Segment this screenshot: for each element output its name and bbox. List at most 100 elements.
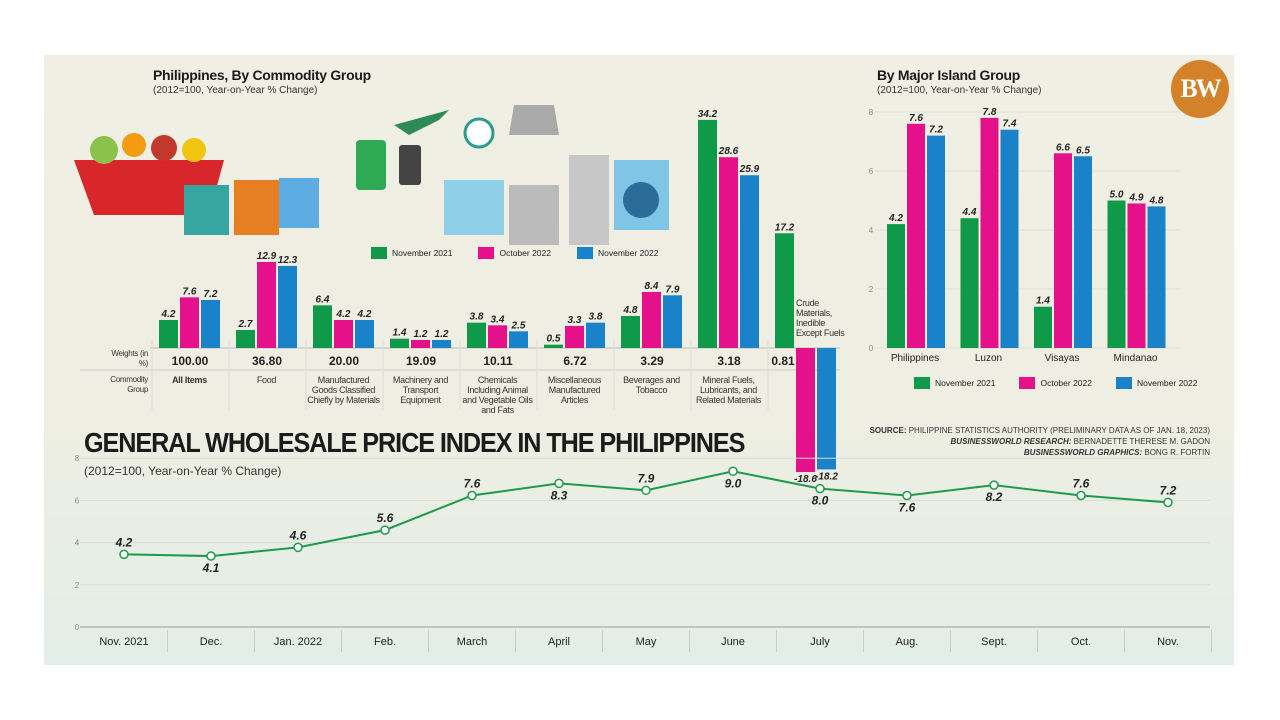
y-tick-label: 0 [75,623,80,632]
weight-value: 36.80 [252,354,282,368]
weight-value: 3.29 [640,354,664,368]
main-title: GENERAL WHOLESALE PRICE INDEX IN THE PHI… [84,427,745,458]
bar [334,319,353,348]
point-value-label: 7.6 [899,501,916,515]
bar-value-label: 17.2 [775,222,795,233]
data-point [119,549,129,560]
bar-value-label: 7.8 [983,107,997,118]
bar-value-label: 12.9 [257,251,277,262]
bar [432,339,451,348]
bar-value-label: 1.4 [1036,296,1050,307]
washer-icon [614,160,669,230]
bar-value-label: 4.2 [161,309,176,320]
legend-swatch [1019,377,1036,389]
bar-value-label: 4.8 [623,305,638,316]
fan-icon [444,180,504,235]
data-point [815,483,825,494]
bar-value-label: 1.4 [393,328,407,339]
legend-swatch [577,247,593,259]
y-tick-label: 0 [869,344,874,353]
bar [960,218,979,348]
x-tick-label: May [636,636,657,648]
bar-value-label: 8.4 [645,281,659,292]
legend-label: November 2021 [392,248,453,258]
bar-value-label: 25.9 [739,164,760,175]
bar-value-label: 1.2 [435,329,449,340]
graphics-label: BUSINESSWORLD GRAPHICS: [1023,448,1143,457]
bar [236,329,255,348]
weight-value: 0.81 [771,354,795,368]
bar [621,315,640,348]
x-tick-label: June [721,636,745,648]
commodity-legend: November 2021 October 2022 November 2022 [371,247,658,259]
bar-value-label: 4.2 [888,213,903,224]
x-tick-label: Jan. 2022 [274,636,322,648]
point-value-label: 7.9 [638,471,655,485]
goods-illustration [74,105,669,245]
x-tick-label: Philippines [891,353,939,364]
data-point [902,490,912,501]
bar [411,339,430,348]
main-subtitle: (2012=100, Year-on-Year % Change) [84,464,282,478]
bar [907,123,925,348]
crude-label: Crude Materials, Inedible Except Fuels [796,298,845,338]
legend-swatch [914,377,930,389]
point-value-label: 8.3 [551,488,568,502]
bar-value-label: -18.6 [794,474,817,485]
bar-value-label: 7.2 [204,289,218,300]
bar-value-label: 7.9 [666,284,680,295]
data-point [467,490,477,501]
data-point [728,466,738,477]
x-tick-label: Visayas [1045,353,1080,364]
bar-value-label: 5.0 [1110,190,1124,201]
plane-icon [394,110,449,135]
y-tick-label: 2 [869,285,874,294]
research-text: BERNADETTE THERESE M. GADON [1073,437,1210,446]
bar-value-label: 34.2 [698,109,718,120]
legend-item: November 2021 [914,377,995,389]
commodity-group-label: Food [256,375,277,385]
bar [390,338,409,348]
bar [586,322,605,348]
legend-label: November 2022 [1137,378,1198,388]
bar [565,325,584,348]
bar-value-label: -18.2 [815,471,838,482]
x-tick-label: Feb. [374,636,396,648]
commodity-group-label: Miscellaneous Manufactured Articles [547,375,602,405]
bar-value-label: 7.6 [909,113,923,124]
point-value-label: 8.2 [986,490,1003,504]
bar-value-label: 4.8 [1149,195,1164,206]
infographic-panel: Philippines, By Commodity Group (2012=10… [44,55,1234,665]
bar-value-label: 4.2 [336,309,351,320]
businessworld-logo: BW [1171,60,1229,118]
bar [278,265,297,348]
research-label: BUSINESSWORLD RESEARCH: [950,437,1072,446]
legend-item: November 2022 [1116,377,1197,389]
bar-value-label: 1.2 [414,329,428,340]
point-value-label: 5.6 [377,511,394,525]
bar [740,175,759,348]
x-tick-label: March [457,636,488,648]
source-credits: SOURCE: PHILIPPINE STATISTICS AUTHORITY … [870,425,1210,458]
bar [1147,206,1166,348]
legend-label: October 2022 [1040,378,1092,388]
phone-icon [399,145,421,185]
island-title: By Major Island Group [877,67,1021,83]
weight-value: 19.09 [406,354,436,368]
bar-value-label: 4.4 [962,207,977,218]
bar [201,299,220,348]
bar [1054,153,1072,348]
point-value-label: 7.6 [1073,477,1090,491]
weights-label: Weights (in %) [111,349,148,368]
bar-value-label: 7.2 [929,125,943,136]
bar [467,322,486,348]
bar [544,344,563,348]
legend-swatch [371,247,387,259]
x-tick-label: Mindanao [1114,353,1158,364]
weight-value: 10.11 [483,354,513,368]
bar-value-label: 4.9 [1129,192,1144,203]
legend-item: November 2022 [577,247,658,259]
point-value-label: 7.2 [1160,483,1177,497]
data-point [380,525,390,535]
